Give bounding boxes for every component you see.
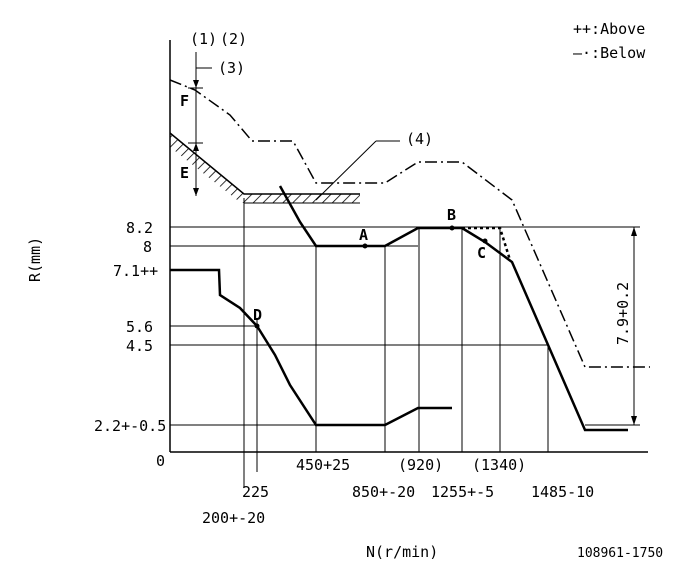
range-bracket: [631, 227, 637, 425]
hatched-stopper: [170, 133, 360, 203]
curve-lower: [170, 268, 452, 427]
x-axis-title: N(r/min): [366, 543, 438, 561]
curve-below: [169, 79, 650, 368]
y-tick-2-2: 2.2+-0.5: [94, 417, 166, 435]
marker-e: E: [180, 164, 189, 182]
y-axis-title: R(mm): [26, 237, 44, 282]
x-tick-225: 225: [242, 483, 269, 501]
leader-lines: [188, 52, 400, 201]
marker-2: (2): [220, 30, 247, 48]
marker-d: D: [253, 306, 262, 324]
legend-below: —·:Below: [573, 44, 646, 62]
arrowheads: [193, 80, 199, 196]
curve-upper-fall: [461, 226, 628, 432]
x-tick-450: 450+25: [296, 456, 350, 474]
marker-f: F: [180, 92, 189, 110]
point-a: [362, 243, 368, 249]
vertical-guides: [243, 198, 549, 488]
y-tick-8-2: 8.2: [126, 219, 153, 237]
y-tick-5-6: 5.6: [126, 318, 153, 336]
origin-label: 0: [156, 452, 165, 470]
x-tick-1485: 1485-10: [531, 483, 594, 501]
curve-upper: [278, 185, 462, 248]
curve-upper-dotted: [462, 226, 512, 261]
x-tick-920: (920): [398, 456, 443, 474]
point-b: [449, 225, 455, 231]
marker-1: (1): [190, 30, 217, 48]
legend-above: ++:Above: [573, 20, 645, 38]
y-tick-7-1: 7.1++: [113, 262, 158, 280]
x-tick-1255: 1255+-5: [431, 483, 494, 501]
drawing-code: 108961-1750: [577, 546, 663, 561]
stopper-edge: [169, 132, 360, 195]
y-tick-8: 8: [143, 238, 152, 256]
x-tick-1340: (1340): [472, 456, 526, 474]
marker-a: A: [359, 226, 368, 244]
marker-b: B: [447, 206, 456, 224]
y-tick-4-5: 4.5: [126, 337, 153, 355]
point-c: [482, 238, 488, 244]
range-label: 7.9+0.2: [614, 282, 632, 345]
marker-4: (4): [406, 130, 433, 148]
x-tick-200: 200+-20: [202, 509, 265, 527]
marker-3: (3): [218, 59, 245, 77]
marker-c: C: [477, 244, 486, 262]
point-d: [254, 323, 260, 329]
x-tick-850: 850+-20: [352, 483, 415, 501]
